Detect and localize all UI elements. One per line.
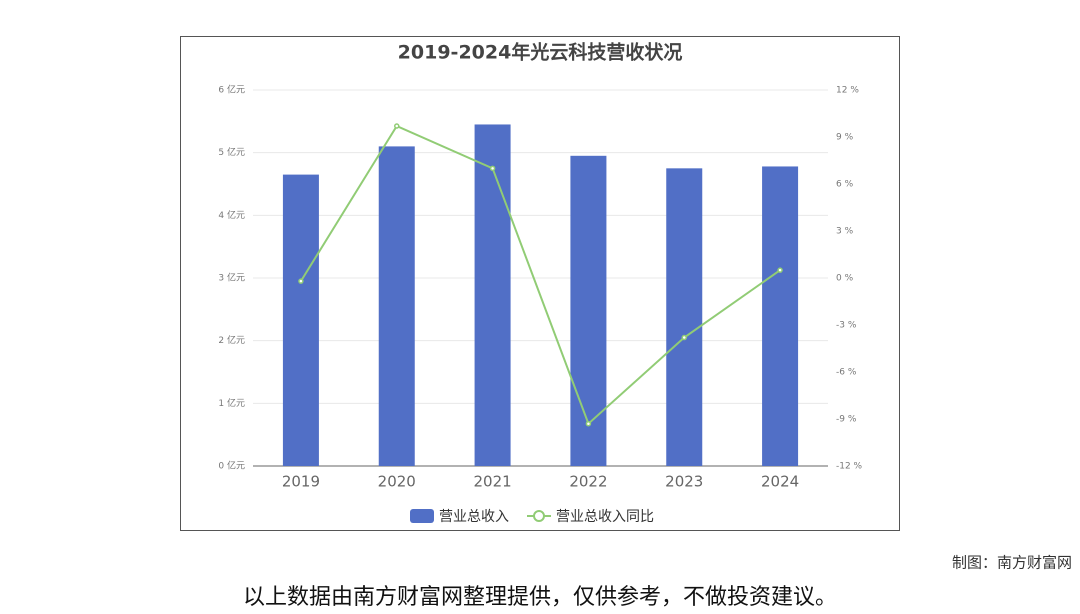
y2-tick-label: -3 % — [836, 321, 857, 331]
x-tick-label: 2023 — [665, 473, 703, 491]
line-point — [681, 334, 687, 341]
line-point — [298, 278, 304, 284]
y-tick-label: 0 亿元 — [218, 460, 245, 472]
y-tick-label: 2 亿元 — [218, 334, 245, 346]
line-point — [489, 165, 496, 172]
y2-tick-label: 6 % — [836, 180, 854, 190]
y-tick-label: 3 亿元 — [218, 272, 245, 284]
bar — [762, 166, 799, 466]
x-tick-label: 2020 — [378, 473, 416, 491]
y-tick-label: 1 亿元 — [218, 397, 245, 409]
y2-tick-label: 12 % — [836, 86, 859, 96]
y-tick-label: 4 亿元 — [218, 209, 245, 221]
bar — [474, 124, 511, 466]
y2-tick-label: 9 % — [836, 133, 854, 143]
legend-label: 营业总收入同比 — [556, 509, 654, 525]
y2-tick-label: -9 % — [836, 415, 857, 425]
line-point — [585, 420, 592, 427]
y-tick-label: 6 亿元 — [218, 84, 245, 96]
y2-tick-label: 3 % — [836, 227, 854, 237]
legend-swatch-dot — [533, 510, 545, 522]
chart-title: 2019-2024年光云科技营收状况 — [398, 41, 683, 64]
y2-tick-label: -12 % — [836, 462, 863, 472]
x-tick-label: 2022 — [569, 473, 607, 491]
line-point — [394, 123, 400, 129]
legend-swatch — [410, 509, 434, 523]
legend-label: 营业总收入 — [439, 509, 509, 525]
bar — [666, 168, 703, 467]
x-tick-label: 2024 — [761, 473, 799, 491]
bar — [378, 146, 415, 466]
y2-tick-label: -6 % — [836, 368, 857, 378]
credit: 制图：南方财富网 — [952, 554, 1072, 572]
y2-tick-label: 0 % — [836, 274, 854, 284]
x-tick-label: 2019 — [282, 473, 320, 491]
bar — [570, 155, 607, 467]
disclaimer: 以上数据由南方财富网整理提供，仅供参考，不做投资建议。 — [243, 585, 837, 610]
x-tick-label: 2021 — [473, 473, 511, 491]
line — [300, 124, 781, 426]
bar — [282, 174, 319, 466]
line-point — [777, 267, 783, 273]
y-tick-label: 5 亿元 — [218, 146, 245, 158]
